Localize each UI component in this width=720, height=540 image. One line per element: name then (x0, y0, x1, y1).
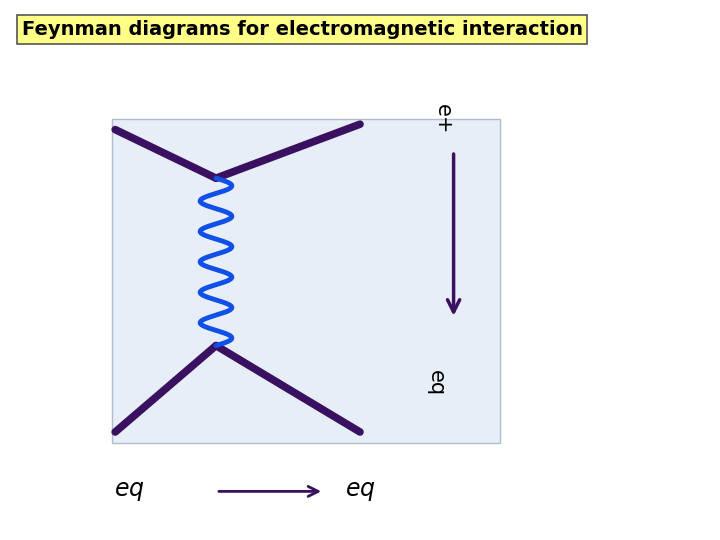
Text: $eq$: $eq$ (114, 480, 145, 503)
Text: Feynman diagrams for electromagnetic interaction: Feynman diagrams for electromagnetic int… (22, 20, 582, 39)
Text: e+: e+ (433, 104, 453, 134)
Text: $eq$: $eq$ (345, 480, 375, 503)
Text: eq: eq (426, 370, 446, 396)
Bar (112, 119, 500, 443)
